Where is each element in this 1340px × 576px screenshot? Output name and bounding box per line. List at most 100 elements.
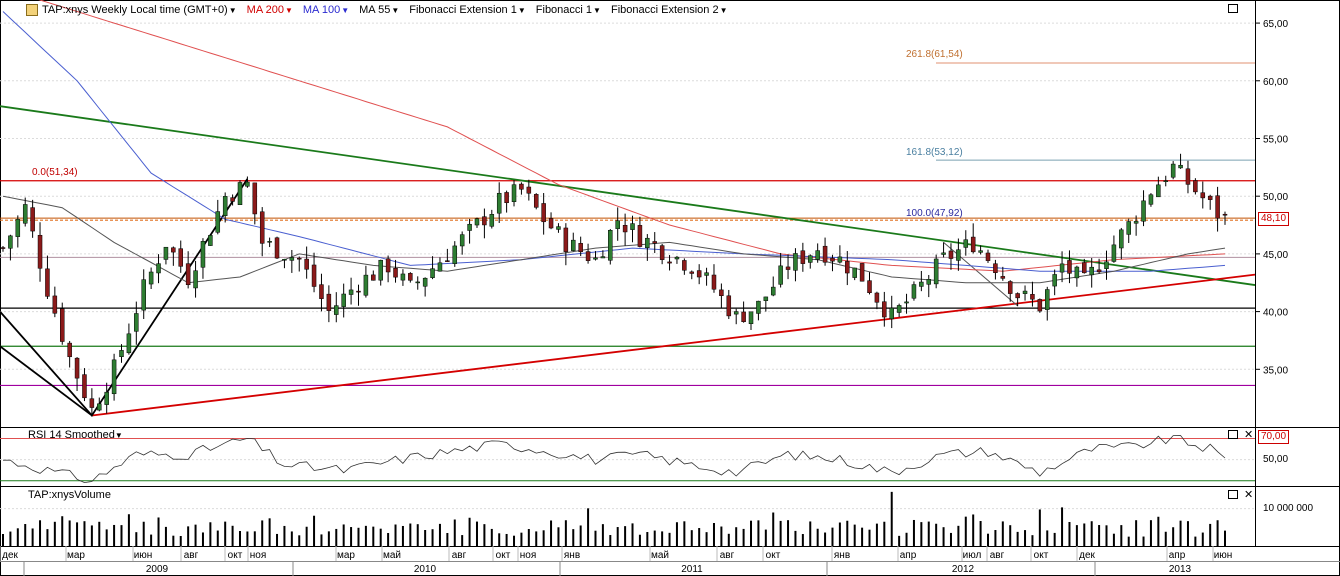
volume-close-icon[interactable]: ✕ xyxy=(1244,489,1254,501)
candle-body xyxy=(437,262,443,272)
candle xyxy=(482,208,487,239)
volume-bar xyxy=(2,534,4,546)
candle xyxy=(889,295,894,329)
month-label: мар xyxy=(67,550,85,561)
candle-body xyxy=(1156,184,1161,198)
candle xyxy=(1052,269,1057,296)
candle-body xyxy=(1111,244,1117,262)
candle-body xyxy=(215,211,221,233)
volume-bar xyxy=(1194,536,1197,546)
candle xyxy=(1170,161,1176,180)
candle-body xyxy=(608,229,613,261)
volume-maximize-button[interactable] xyxy=(1228,490,1238,499)
volume-bar xyxy=(172,535,175,546)
volume-bar xyxy=(105,529,108,546)
volume-bar xyxy=(61,516,64,546)
candle xyxy=(126,323,132,355)
candle-body xyxy=(489,214,495,227)
volume-bar xyxy=(276,533,279,546)
volume-bar xyxy=(253,531,256,546)
candle-body xyxy=(978,250,983,253)
candle xyxy=(867,272,872,295)
candle xyxy=(459,231,465,255)
volume-bar xyxy=(601,524,604,546)
candle xyxy=(600,250,606,259)
volume-bar xyxy=(898,535,901,546)
candle xyxy=(726,289,732,320)
rsi-maximize-button[interactable] xyxy=(1228,430,1238,439)
volume-bar xyxy=(638,534,641,546)
volume-bar xyxy=(401,525,404,546)
candle-body xyxy=(0,247,6,249)
month-label: авг xyxy=(720,550,735,561)
volume-bar xyxy=(1142,536,1145,546)
candle xyxy=(504,190,509,213)
ma55-menu[interactable]: MA 55▼ xyxy=(359,4,400,16)
ma200-menu[interactable]: MA 200▼ xyxy=(246,4,293,16)
candle xyxy=(963,230,969,256)
volume-bar xyxy=(594,530,597,546)
volume-bar xyxy=(475,521,478,546)
candle-body xyxy=(578,243,583,253)
candle-body xyxy=(571,239,576,251)
month-label: ноя xyxy=(250,550,267,561)
volume-bar xyxy=(1090,521,1093,546)
price-tick-label: 55,00 xyxy=(1263,134,1288,145)
candle-body xyxy=(319,284,324,299)
candle xyxy=(1193,178,1198,195)
candle-body xyxy=(830,257,835,262)
candle-body xyxy=(459,234,465,247)
candle xyxy=(637,216,643,248)
candlesticks[interactable] xyxy=(0,153,1228,417)
volume-bar xyxy=(868,529,871,546)
candle xyxy=(630,215,635,243)
rsi-panel-title[interactable]: RSI 14 Smoothed▼ xyxy=(28,429,123,441)
ma100-menu[interactable]: MA 100▼ xyxy=(302,4,350,16)
candle xyxy=(511,180,517,207)
candle xyxy=(970,223,976,254)
volume-bar xyxy=(987,533,990,546)
volume-bar xyxy=(624,526,627,546)
volume-bar xyxy=(238,531,241,546)
volume-bar xyxy=(927,521,930,546)
candle-body xyxy=(474,218,480,226)
candle xyxy=(608,229,613,265)
symbol-menu[interactable]: TAP:xnys Weekly Local time (GMT+0)▼ xyxy=(42,4,237,16)
candle-body xyxy=(408,273,413,281)
candle xyxy=(1082,258,1087,274)
maximize-button[interactable] xyxy=(1228,4,1238,13)
candle xyxy=(274,236,280,260)
volume-bar xyxy=(194,524,197,546)
fib-ext2-menu[interactable]: Fibonacci Extension 2▼ xyxy=(610,4,728,16)
candle-body xyxy=(741,311,746,323)
candle-body xyxy=(837,256,843,263)
volume-bar xyxy=(83,521,86,546)
volume-bar xyxy=(513,535,516,546)
candle-body xyxy=(59,308,65,342)
volume-bar xyxy=(1038,509,1041,546)
fib-ext1-menu[interactable]: Fibonacci Extension 1▼ xyxy=(409,4,526,16)
volume-bar xyxy=(379,528,382,546)
volume-bar xyxy=(794,530,797,546)
candle-body xyxy=(822,245,828,263)
candle xyxy=(1067,250,1072,284)
candle xyxy=(645,234,650,261)
candle-body xyxy=(252,182,258,215)
candle-body xyxy=(1030,294,1035,300)
candle xyxy=(178,240,183,273)
candle xyxy=(1133,215,1139,236)
candle xyxy=(319,273,324,312)
fib1-menu[interactable]: Fibonacci 1▼ xyxy=(535,4,601,16)
rsi-close-icon[interactable]: ✕ xyxy=(1244,429,1254,441)
app-logo-icon xyxy=(26,4,38,16)
candle-body xyxy=(956,249,961,261)
volume-bar xyxy=(957,525,960,546)
candle xyxy=(800,242,806,272)
volume-bar xyxy=(39,520,42,546)
candle-body xyxy=(1222,213,1228,216)
candle xyxy=(882,291,887,327)
candle-body xyxy=(541,203,546,223)
volume-bar xyxy=(298,535,301,546)
rsi-tick-50: 50,00 xyxy=(1263,454,1288,465)
candle-body xyxy=(645,237,650,249)
